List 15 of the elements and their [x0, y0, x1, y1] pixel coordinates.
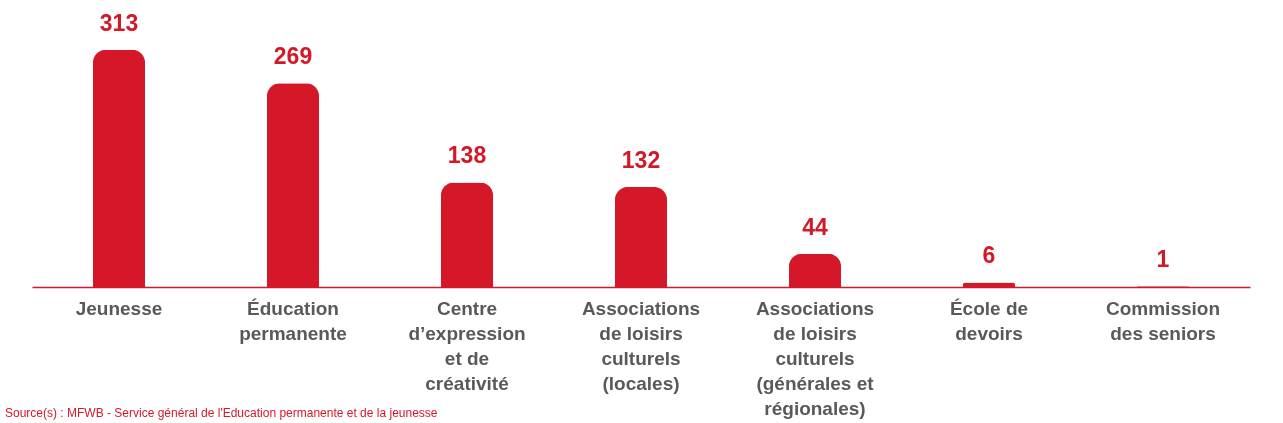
x-tick-label: Associations de loisirs culturels (locales): [581, 297, 701, 394]
source-note: Source(s) : MFWB - Service général de l'Education permanente et de la jeunesse: [5, 406, 438, 420]
x-tick-label: Associations de loisirs culturels (générales et régionales): [755, 297, 875, 419]
data-label: 44: [802, 213, 828, 240]
x-tick-label: Commission des seniors: [1105, 297, 1221, 344]
data-label: 132: [621, 146, 661, 173]
data-label: 138: [447, 142, 487, 169]
data-label: 269: [273, 43, 313, 70]
x-tick-label: Jeunesse: [75, 297, 163, 319]
data-label: 1: [1156, 246, 1170, 273]
x-tick-label: Éducation permanente: [239, 297, 347, 344]
data-label: 313: [99, 9, 139, 36]
x-tick-label: Centre d’expression et de créativité: [408, 297, 526, 394]
x-tick-label: École de devoirs: [949, 297, 1029, 344]
data-label: 6: [982, 242, 996, 269]
